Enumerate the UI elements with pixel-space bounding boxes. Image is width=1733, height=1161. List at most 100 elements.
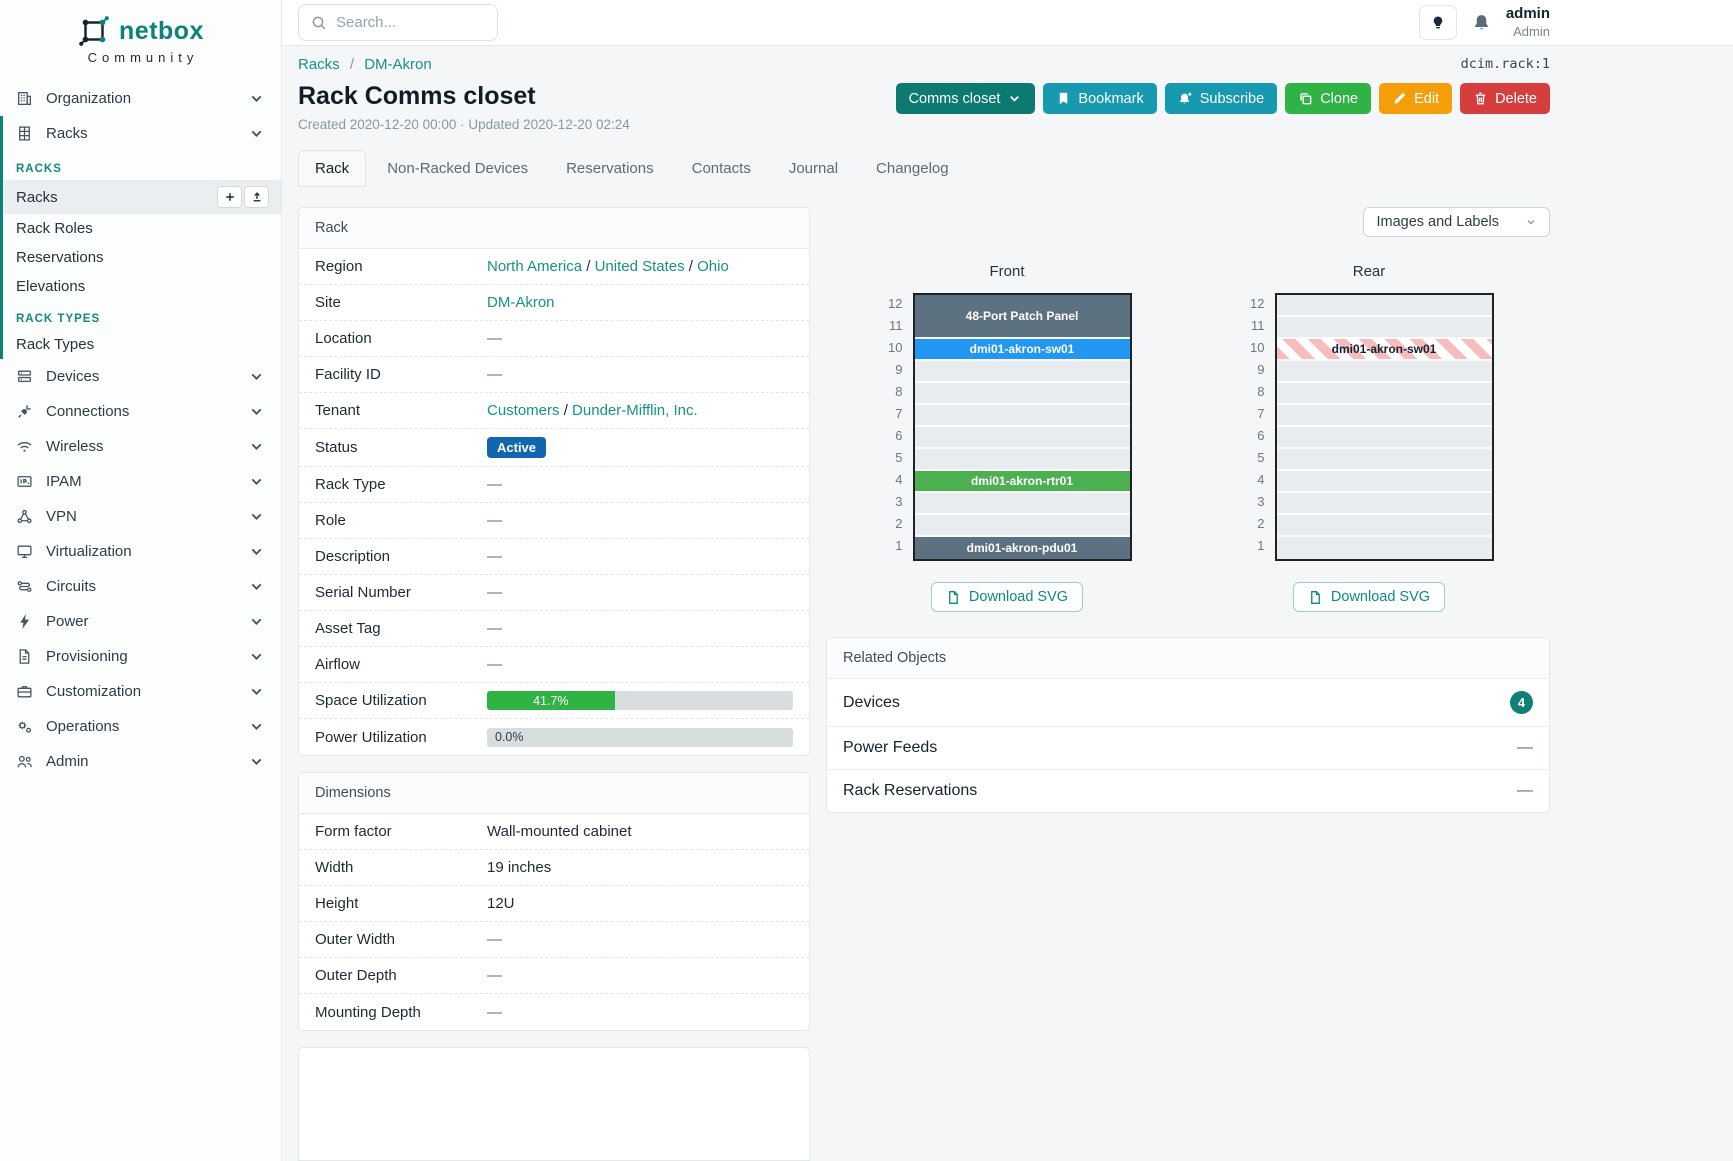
related-objects-panel: Related Objects Devices 4 Power Feeds — Rack… — [826, 637, 1550, 813]
images-labels-select[interactable]: Images and Labels — [1363, 207, 1550, 237]
tab-label: Contacts — [691, 160, 751, 177]
button-label: Comms closet — [908, 90, 1001, 107]
sidebar-item[interactable]: IPAM — [0, 464, 281, 499]
rack-unit-empty — [1276, 537, 1492, 559]
chevron-down-icon — [248, 508, 265, 525]
page-content: Racks / DM-Akron Rack Comms closet Creat… — [298, 46, 1550, 1161]
action-button[interactable]: Edit — [1379, 83, 1453, 114]
sidebar-subitem-racks[interactable]: Racks — [3, 180, 281, 214]
add-rack-button[interactable] — [217, 186, 242, 208]
notifications-bell-icon[interactable] — [1472, 13, 1491, 32]
unit-number: 10 — [888, 340, 903, 355]
sidebar-item[interactable]: Connections — [0, 394, 281, 429]
chevron-down-icon — [248, 543, 265, 560]
action-button[interactable]: Bookmark — [1043, 83, 1157, 114]
field-value: 12U — [487, 895, 515, 912]
unit-number: 12 — [888, 296, 903, 311]
sidebar-subitem-rack-types[interactable]: Rack Types — [3, 330, 281, 359]
subitem-label: Reservations — [16, 249, 104, 266]
related-object-label: Rack Reservations — [843, 782, 978, 799]
breadcrumb-site-link[interactable]: DM-Akron — [364, 56, 432, 73]
value-link[interactable]: United States — [594, 258, 685, 275]
sidebar-item[interactable]: Virtualization — [0, 534, 281, 569]
sidebar-item[interactable]: VPN — [0, 499, 281, 534]
tab[interactable]: Contacts — [675, 150, 768, 187]
chevron-down-icon — [248, 473, 265, 490]
brand: netbox Community — [0, 0, 281, 65]
rear-rack-diagram: dmi01-akron-sw01 — [1274, 293, 1494, 561]
related-object-row[interactable]: Devices 4 — [827, 679, 1549, 727]
related-object-row[interactable]: Power Feeds — — [827, 727, 1549, 770]
field-label: Region — [315, 258, 363, 275]
field-label: Description — [315, 548, 391, 565]
rack-device[interactable]: 48-Port Patch Panel — [914, 295, 1130, 339]
sidebar-item[interactable]: Power — [0, 604, 281, 639]
rack-unit-empty — [914, 493, 1130, 515]
dimensions-panel-title: Dimensions — [299, 773, 809, 814]
sidebar-item-icon — [16, 683, 33, 700]
sidebar-subitem-elevations[interactable]: Elevations — [3, 272, 281, 301]
rack-device[interactable]: dmi01-akron-pdu01 — [914, 537, 1130, 559]
action-button[interactable]: Comms closet — [895, 83, 1036, 114]
racks-submenu: RACKS Racks Rack Roles Reservations Elev… — [3, 151, 281, 359]
value-link[interactable]: North America — [487, 258, 583, 275]
field-value: — — [487, 967, 502, 984]
related-object-row[interactable]: Rack Reservations — — [827, 770, 1549, 812]
value-link[interactable]: Customers — [487, 402, 560, 419]
sidebar-subitem-rack-roles[interactable]: Rack Roles — [3, 214, 281, 243]
value-link[interactable]: DM-Akron — [487, 294, 555, 311]
sidebar-item[interactable]: Admin — [0, 744, 281, 779]
sidebar-item-racks[interactable]: Racks — [3, 116, 281, 151]
sidebar-subitem-reservations[interactable]: Reservations — [3, 243, 281, 272]
rack-device[interactable]: dmi01-akron-sw01 — [914, 339, 1130, 361]
value-link[interactable]: Ohio — [697, 258, 729, 275]
sidebar-item-label: Operations — [46, 718, 120, 735]
rack-unit-empty — [914, 383, 1130, 405]
unit-number: 5 — [1257, 450, 1265, 465]
sidebar-item[interactable]: Wireless — [0, 429, 281, 464]
tab[interactable]: Non-Racked Devices — [370, 150, 545, 187]
sidebar-item[interactable]: Circuits — [0, 569, 281, 604]
theme-toggle-button[interactable] — [1418, 5, 1457, 40]
user-menu[interactable]: admin Admin — [1506, 5, 1550, 40]
front-unit-numbers: 12 11 10 9 8 7 6 5 4 3 2 1 — [883, 293, 903, 557]
sidebar-item[interactable]: Devices — [0, 359, 281, 394]
breadcrumb-racks-link[interactable]: Racks — [298, 56, 340, 73]
action-button[interactable]: Delete — [1460, 83, 1550, 114]
rack-device[interactable]: dmi01-akron-rtr01 — [914, 471, 1130, 493]
button-label: Clone — [1320, 90, 1359, 107]
tab[interactable]: Reservations — [549, 150, 671, 187]
unit-number: 4 — [1257, 472, 1265, 487]
download-svg-front-button[interactable]: Download SVG — [930, 582, 1084, 612]
rack-elevation-front: Front 12 11 10 9 8 7 6 5 4 3 2 1 48-Port Patch Pane… — [826, 263, 1188, 612]
rack-device-rear-face[interactable]: dmi01-akron-sw01 — [1276, 339, 1492, 361]
sidebar-item-organization[interactable]: Organization — [0, 81, 281, 116]
sidebar-item-icon — [16, 613, 33, 630]
tab[interactable]: Changelog — [859, 150, 966, 187]
action-buttons: Comms closet Bookmark — [895, 83, 1550, 114]
sidebar-item[interactable]: Operations — [0, 709, 281, 744]
button-icon — [1473, 91, 1488, 106]
submenu-header-rack-types: RACK TYPES — [16, 313, 101, 325]
action-button[interactable]: Subscribe — [1164, 83, 1278, 114]
chevron-down-icon — [248, 683, 265, 700]
tab[interactable]: Rack — [298, 150, 367, 187]
tab[interactable]: Journal — [772, 150, 855, 187]
value-link[interactable]: Dunder-Mifflin, Inc. — [572, 402, 698, 419]
button-icon — [1392, 91, 1407, 106]
field-row: Site DM-Akron — [299, 285, 809, 321]
download-svg-rear-button[interactable]: Download SVG — [1292, 582, 1446, 612]
field-label: Height — [315, 895, 359, 912]
field-value: 19 inches — [487, 859, 552, 876]
search-input[interactable]: Search... — [298, 4, 498, 41]
tab-label: Rack — [315, 160, 350, 177]
action-button[interactable]: Clone — [1285, 83, 1372, 114]
sidebar-item[interactable]: Customization — [0, 674, 281, 709]
rack-unit-empty — [914, 515, 1130, 537]
unit-number: 8 — [1257, 384, 1265, 399]
sidebar-item-label: VPN — [46, 508, 77, 525]
sidebar-item[interactable]: Provisioning — [0, 639, 281, 674]
import-rack-button[interactable] — [244, 186, 269, 208]
chevron-down-icon — [248, 125, 265, 142]
